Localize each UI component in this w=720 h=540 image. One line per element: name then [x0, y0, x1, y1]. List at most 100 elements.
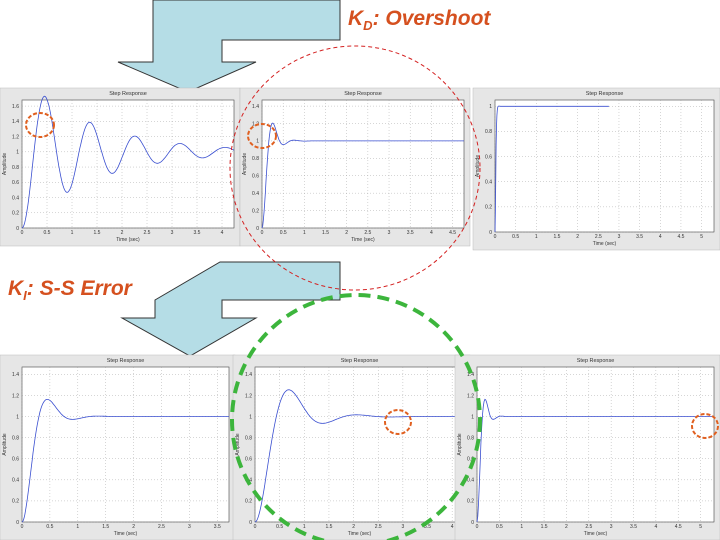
- y-tick-label: 1.4: [12, 119, 19, 125]
- heading: KI: S-S Error: [8, 277, 134, 303]
- x-tick-label: 0.5: [276, 524, 283, 530]
- y-axis-label: Amplitude: [235, 433, 241, 455]
- x-tick-label: 0.5: [44, 230, 51, 236]
- x-tick-label: 4.5: [677, 234, 684, 240]
- x-tick-label: 1.5: [541, 524, 548, 530]
- plot-area: [21, 99, 235, 229]
- y-tick-label: 0: [489, 230, 492, 236]
- x-tick-label: 1: [520, 524, 523, 530]
- x-tick-label: 1.5: [322, 230, 329, 236]
- plot-title: Step Response: [107, 358, 145, 364]
- x-tick-label: 3.5: [407, 230, 414, 236]
- heading-letter: K: [348, 7, 365, 30]
- x-tick-label: 3.5: [214, 524, 221, 530]
- x-tick-label: 2: [121, 230, 124, 236]
- x-tick-label: 0.5: [280, 230, 287, 236]
- y-tick-label: 0.2: [12, 211, 19, 217]
- x-tick-label: 1: [76, 524, 79, 530]
- response-curve: [261, 122, 464, 229]
- x-tick-label: 2.5: [375, 524, 382, 530]
- x-tick-label: 2: [565, 524, 568, 530]
- x-axis-label: Time (sec): [114, 531, 138, 537]
- y-tick-label: 0.8: [245, 435, 252, 441]
- x-tick-label: 4: [659, 234, 662, 240]
- y-tick-label: 1.4: [12, 372, 19, 378]
- x-tick-label: 0: [261, 230, 264, 236]
- x-tick-label: 3.5: [194, 230, 201, 236]
- y-tick-label: 0: [249, 520, 252, 526]
- x-tick-label: 2.5: [158, 524, 165, 530]
- x-tick-label: 2.5: [364, 230, 371, 236]
- x-tick-label: 3: [618, 234, 621, 240]
- x-tick-label: 0.5: [46, 524, 53, 530]
- x-tick-label: 3.5: [630, 524, 637, 530]
- y-tick-label: 0.6: [12, 457, 19, 463]
- x-tick-label: 0: [254, 524, 257, 530]
- y-tick-label: 0.4: [467, 478, 474, 484]
- x-tick-label: 0: [21, 524, 24, 530]
- y-tick-label: 0.2: [252, 208, 259, 214]
- y-tick-label: 0.8: [485, 129, 492, 135]
- x-tick-label: 1: [535, 234, 538, 240]
- x-tick-label: 2.5: [585, 524, 592, 530]
- x-tick-label: 1: [71, 230, 74, 236]
- y-tick-label: 1: [16, 414, 19, 420]
- y-axis-label: Amplitude: [2, 153, 8, 175]
- x-tick-label: 5: [700, 234, 703, 240]
- response-curve: [254, 389, 464, 523]
- plots: Step Response Time (sec) Amplitude 0 0.5 1 1.5…: [0, 87, 720, 540]
- x-tick-label: 3: [171, 230, 174, 236]
- x-tick-label: 0.5: [496, 524, 503, 530]
- y-tick-label: 1: [249, 414, 252, 420]
- response-curve: [21, 95, 235, 229]
- response-curve: [494, 105, 609, 233]
- highlight-circle: [691, 413, 719, 439]
- x-tick-label: 3: [188, 524, 191, 530]
- arrow: [117, 0, 341, 93]
- y-tick-label: 0.6: [252, 174, 259, 180]
- x-axis-label: Time (sec): [584, 531, 608, 537]
- y-tick-label: 0: [471, 520, 474, 526]
- y-tick-label: 1: [489, 104, 492, 110]
- x-tick-label: 3.5: [636, 234, 643, 240]
- plot-title: Step Response: [109, 91, 147, 97]
- y-tick-label: 0.4: [12, 478, 19, 484]
- plot-area: [476, 366, 715, 523]
- y-tick-label: 0.6: [245, 457, 252, 463]
- y-tick-label: 1: [16, 150, 19, 156]
- y-tick-label: 1.2: [245, 393, 252, 399]
- plot-title: Step Response: [341, 358, 379, 364]
- x-tick-label: 4: [430, 230, 433, 236]
- y-tick-label: 0.6: [12, 180, 19, 186]
- heading-letter: K: [8, 277, 25, 300]
- plot-title: Step Response: [586, 91, 624, 97]
- heading-subscript: I: [23, 288, 27, 303]
- y-tick-label: 0.2: [245, 499, 252, 505]
- y-tick-label: 0.4: [485, 180, 492, 186]
- highlight-circle: [247, 123, 277, 149]
- plot-title: Step Response: [344, 91, 382, 97]
- y-tick-label: 0.8: [12, 435, 19, 441]
- y-tick-label: 1.4: [467, 372, 474, 378]
- x-tick-label: 5: [699, 524, 702, 530]
- y-tick-label: 1.6: [12, 104, 19, 110]
- y-tick-label: 1.2: [12, 393, 19, 399]
- y-tick-label: 0.2: [467, 499, 474, 505]
- x-axis-label: Time (sec): [351, 237, 375, 243]
- x-tick-label: 2: [345, 230, 348, 236]
- y-tick-label: 0.2: [12, 499, 19, 505]
- y-tick-label: 0.6: [485, 154, 492, 160]
- x-tick-label: 4.5: [449, 230, 456, 236]
- highlight-circle: [230, 293, 482, 540]
- x-axis-label: Time (sec): [348, 531, 372, 537]
- x-tick-label: 3.5: [424, 524, 431, 530]
- plot-title: Step Response: [577, 358, 615, 364]
- response-curve: [21, 399, 229, 523]
- y-tick-label: 0.4: [12, 195, 19, 201]
- y-tick-label: 0.2: [485, 205, 492, 211]
- y-axis-label: Amplitude: [2, 433, 8, 455]
- highlight-circle: [25, 112, 55, 138]
- x-tick-label: 4: [221, 230, 224, 236]
